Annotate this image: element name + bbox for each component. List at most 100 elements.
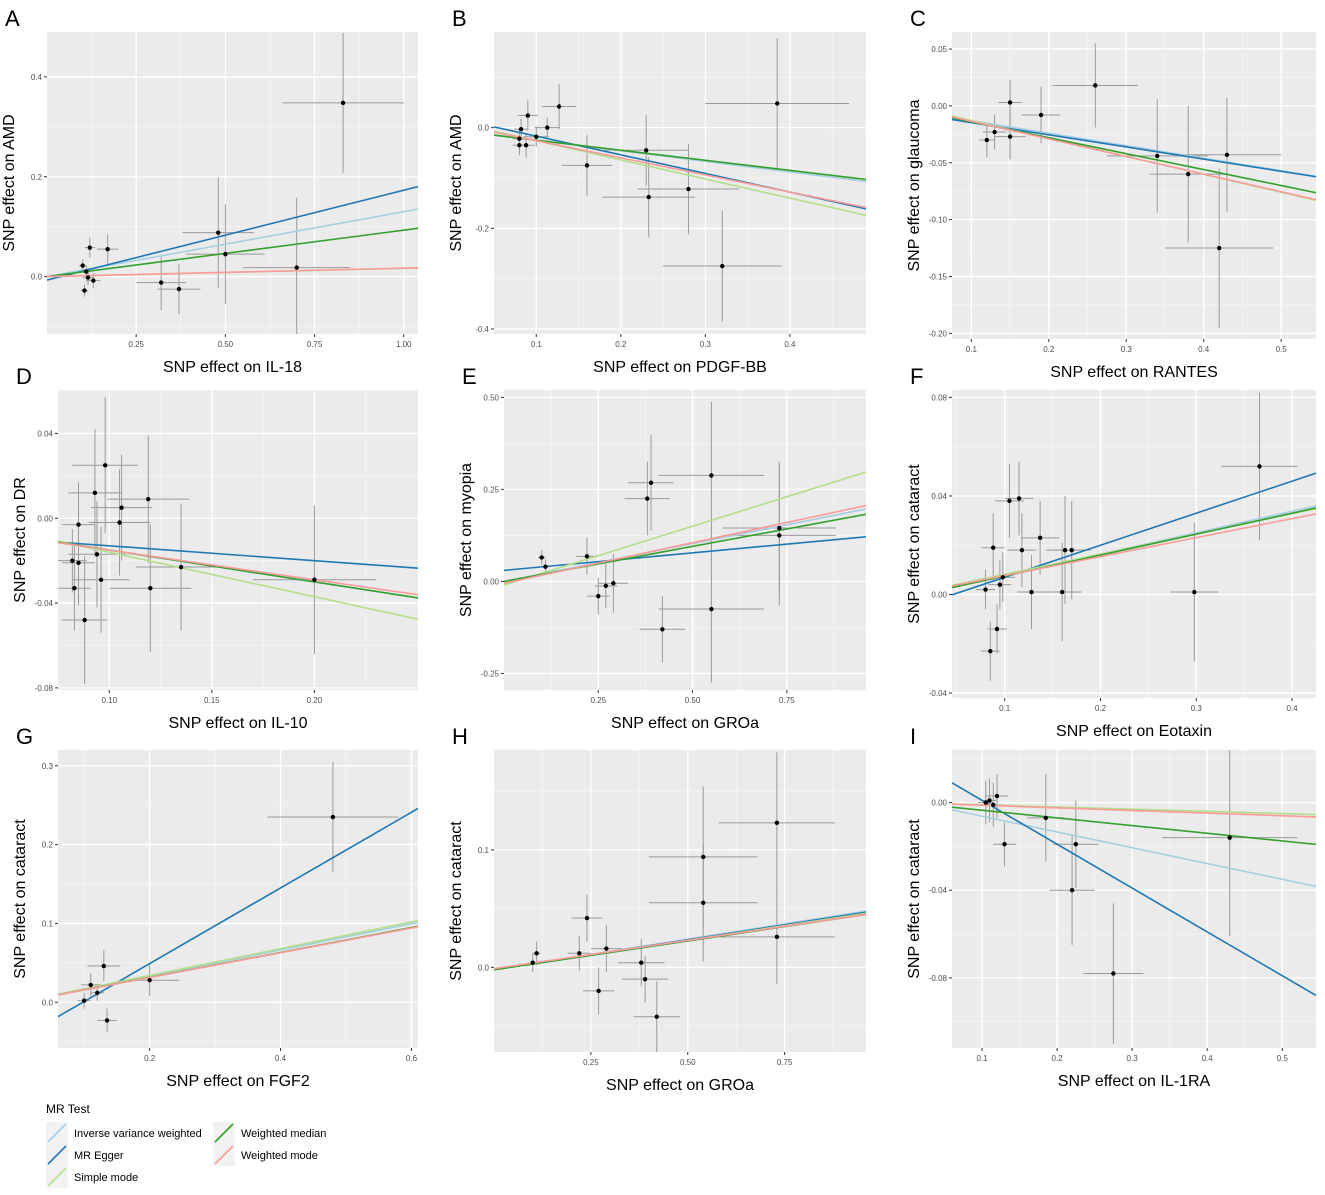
y-tick-label: 0.08 xyxy=(931,393,947,402)
regression-line-inverse-variance-weighted xyxy=(47,208,418,278)
regression-line-weighted-mode xyxy=(58,541,418,596)
legend-label: Weighted median xyxy=(241,1128,326,1140)
x-tick-label: 0.20 xyxy=(307,696,323,705)
x-axis-label: SNP effect on GROa xyxy=(606,1077,754,1094)
snp-point xyxy=(534,134,539,139)
snp-point xyxy=(987,798,992,803)
snp-point xyxy=(530,960,535,965)
x-axis-label: SNP effect on FGF2 xyxy=(166,1073,310,1090)
y-tick-label: 0.0 xyxy=(478,124,490,133)
x-tick-label: 0.50 xyxy=(680,1058,696,1067)
x-tick-label: 0.5 xyxy=(1277,1054,1289,1063)
snp-point xyxy=(1111,971,1116,976)
plot-background xyxy=(494,32,866,334)
plot-content xyxy=(58,397,418,684)
legend-items: Inverse variance weighted MR Egger Simple … xyxy=(46,1122,326,1188)
y-tick-label: 0.4 xyxy=(31,73,43,82)
snp-point xyxy=(1192,589,1197,595)
snp-point xyxy=(525,113,531,118)
x-tick-label: 0.4 xyxy=(1286,704,1298,713)
regression-line-weighted-mode xyxy=(504,504,866,585)
snp-point xyxy=(518,126,524,132)
snp-point xyxy=(1062,547,1068,553)
gridlines xyxy=(494,750,866,1052)
snp-point xyxy=(178,564,184,570)
snp-point xyxy=(1016,496,1022,501)
snp-point xyxy=(1224,152,1230,157)
snp-point xyxy=(603,583,609,589)
snp-point xyxy=(709,473,714,478)
panel-i: 0.1 0.2 0.3 0.4 0.5 -0.08 -0.04 0.00 SNP effect … xyxy=(906,724,1316,1090)
y-tick-label: -0.08 xyxy=(929,974,948,983)
regression-line-weighted-mode xyxy=(58,925,418,996)
x-tick-label: 0.75 xyxy=(777,1058,793,1067)
snp-point xyxy=(709,606,714,612)
panel-label: H xyxy=(452,724,468,749)
y-tick-label: 0.25 xyxy=(483,485,499,494)
snp-point xyxy=(1043,815,1049,821)
legend-key-line xyxy=(214,1123,234,1143)
legend-label: Inverse variance weighted xyxy=(74,1128,202,1140)
snp-point xyxy=(517,136,522,141)
legend-item-inverse-variance-weighted: Inverse variance weighted xyxy=(46,1122,202,1144)
legend-label: Simple mode xyxy=(74,1172,138,1184)
regression-line-simple-mode xyxy=(58,540,418,620)
snp-point xyxy=(545,125,550,130)
regression-line-mr-egger xyxy=(58,541,418,569)
y-tick-label: -0.05 xyxy=(929,159,948,168)
regression-line-simple-mode xyxy=(504,471,866,586)
snp-point xyxy=(104,1018,110,1023)
snp-point xyxy=(98,577,104,582)
snp-point xyxy=(774,934,780,940)
y-tick-label: 0.0 xyxy=(478,963,490,972)
gridlines xyxy=(952,32,1316,339)
x-tick-label: 0.1 xyxy=(531,340,543,349)
snp-point xyxy=(1093,83,1098,88)
y-axis-label: SNP effect on cataract xyxy=(906,819,923,979)
legend-key-line xyxy=(47,1123,67,1143)
x-tick-label: 0.4 xyxy=(784,340,796,349)
snp-point xyxy=(556,104,562,109)
regression-line-weighted-mode xyxy=(494,131,866,209)
y-tick-label: 0.0 xyxy=(31,273,43,282)
regression-line-mr-egger xyxy=(504,536,866,572)
snp-point xyxy=(1000,575,1005,580)
legend-title: MR Test xyxy=(46,1102,90,1116)
snp-point xyxy=(91,278,96,283)
snp-point xyxy=(611,581,616,586)
snp-point xyxy=(983,587,988,592)
snp-point xyxy=(1029,589,1034,595)
gridlines xyxy=(952,390,1316,698)
plot-background xyxy=(952,750,1316,1048)
snp-point xyxy=(534,951,539,956)
snp-point xyxy=(584,554,590,559)
snp-point xyxy=(604,946,609,951)
y-tick-label: 0.3 xyxy=(42,762,54,771)
y-tick-label: -0.4 xyxy=(475,325,489,334)
y-tick-label: -0.15 xyxy=(929,272,948,281)
x-tick-label: 0.2 xyxy=(144,1054,156,1063)
snp-point xyxy=(992,129,997,135)
snp-point xyxy=(216,230,221,235)
panel-a: 0.25 0.50 0.75 1.00 0.0 0.2 0.4 SNP effect on I… xyxy=(1,6,418,376)
plot-content xyxy=(952,43,1316,328)
snp-point xyxy=(95,990,100,996)
x-tick-label: 0.50 xyxy=(685,696,701,705)
y-tick-label: 0.1 xyxy=(42,919,54,928)
x-tick-label: 0.25 xyxy=(583,1058,599,1067)
plot-content xyxy=(504,401,866,683)
x-axis-label: SNP effect on RANTES xyxy=(1050,364,1217,381)
panel-c: 0.1 0.2 0.3 0.4 0.5 -0.20 -0.15 -0.10 -0.05 0.00 0… xyxy=(906,6,1316,381)
y-tick-label: 0.05 xyxy=(931,45,947,54)
panel-g: 0.2 0.4 0.6 0.0 0.1 0.2 0.3 SNP effect on FGF2 S… xyxy=(12,724,418,1090)
snp-point xyxy=(1227,835,1232,840)
snp-point xyxy=(85,275,91,280)
snp-point xyxy=(577,951,582,956)
y-tick-label: 0.00 xyxy=(931,102,947,111)
plot-content xyxy=(47,32,418,334)
panel-label: F xyxy=(910,364,923,389)
snp-point xyxy=(72,586,77,591)
plot-background xyxy=(494,750,866,1052)
x-tick-label: 0.3 xyxy=(1127,1054,1139,1063)
plot-content xyxy=(58,761,418,1033)
